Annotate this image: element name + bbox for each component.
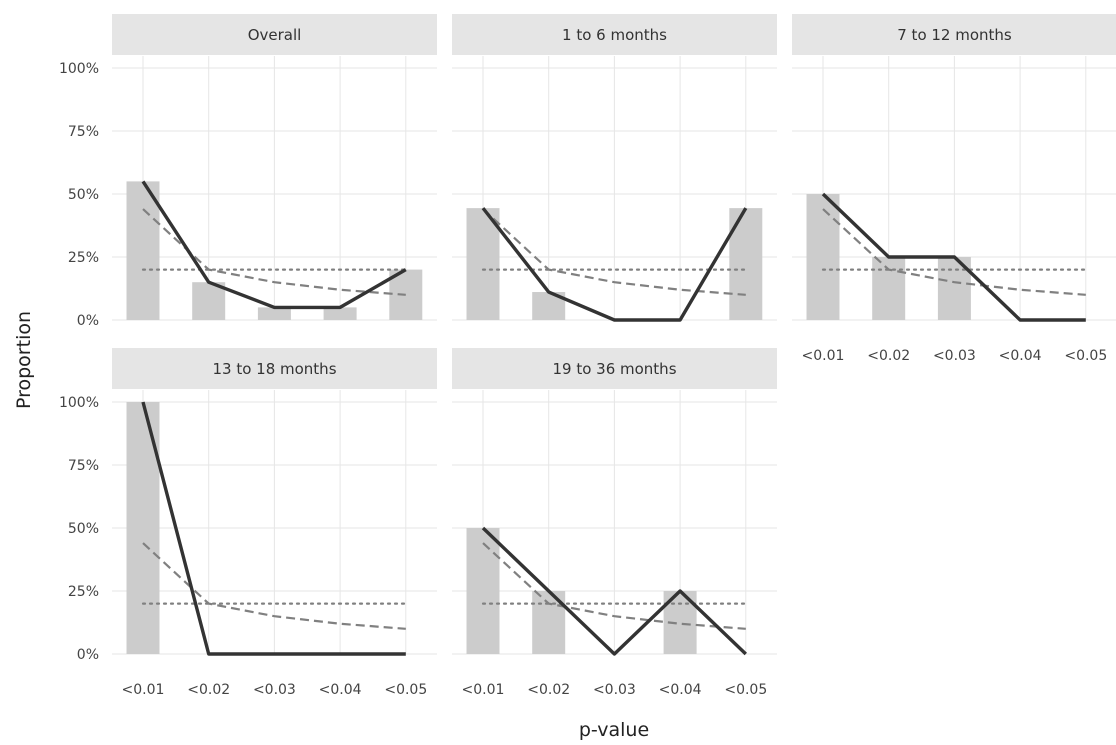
reference-dashed-line	[482, 542, 746, 630]
x-axis-title: p-value	[579, 719, 649, 741]
y-tick-label: 75%	[68, 124, 99, 140]
y-tick-label: 0%	[77, 647, 99, 663]
reference-dashed-line	[822, 208, 1086, 296]
x-tick-label: <0.01	[802, 348, 845, 364]
bar	[466, 208, 500, 320]
facet-title: 1 to 6 months	[562, 26, 667, 44]
bar	[466, 528, 500, 654]
x-tick-label: <0.03	[593, 682, 636, 698]
x-tick-label: <0.01	[122, 682, 165, 698]
facet-panel: 7 to 12 months <0.01 <0.02 <0.03 <0.04 <0.05	[792, 14, 1116, 364]
x-tick-label: <0.02	[527, 682, 570, 698]
x-tick-label: <0.05	[1064, 348, 1107, 364]
observed-line	[141, 180, 407, 310]
reference-dashed-line	[142, 542, 406, 630]
facet-strip	[452, 14, 777, 55]
y-tick-label: 25%	[68, 250, 99, 266]
facet-strip	[112, 348, 437, 389]
y-tick-label: 100%	[59, 395, 99, 411]
x-tick-label: <0.03	[253, 682, 296, 698]
bar	[257, 307, 291, 320]
y-tick-label: 50%	[68, 187, 99, 203]
y-tick-label: 50%	[68, 521, 99, 537]
y-tick-label: 75%	[68, 458, 99, 474]
x-tick-label: <0.04	[659, 682, 702, 698]
x-tick-label: <0.03	[933, 348, 976, 364]
y-tick-label: 25%	[68, 584, 99, 600]
x-tick-label: <0.04	[999, 348, 1042, 364]
y-tick-label: 0%	[77, 313, 99, 329]
observed-line	[141, 401, 406, 656]
y-axis-title: Proportion	[13, 311, 35, 409]
x-tick-label: <0.04	[319, 682, 362, 698]
bar	[872, 257, 906, 320]
facet-strip	[792, 14, 1116, 55]
facet-panel: 19 to 36 months <0.01 <0.02 <0.03 <0.04 <0.05	[452, 348, 777, 698]
facet-panel: 1 to 6 months	[452, 14, 777, 322]
y-tick-label: 100%	[59, 61, 99, 77]
observed-line	[481, 526, 747, 656]
chart-panels: Overall 0% 25% 50% 75% 100% 1 to 6 months 7 to …	[59, 14, 1116, 698]
x-tick-label: <0.01	[462, 682, 505, 698]
facet-title: 19 to 36 months	[552, 360, 676, 378]
x-tick-label: <0.05	[384, 682, 427, 698]
x-tick-label: <0.02	[187, 682, 230, 698]
facet-title: 7 to 12 months	[897, 26, 1012, 44]
facet-strip	[452, 348, 777, 389]
bar	[323, 307, 357, 320]
bar	[192, 282, 226, 320]
observed-line	[821, 192, 1086, 322]
bar	[806, 194, 840, 320]
facet-title: Overall	[248, 26, 302, 44]
x-tick-label: <0.05	[724, 682, 767, 698]
reference-dashed-line	[482, 208, 746, 296]
facet-strip	[112, 14, 437, 55]
bar	[126, 181, 160, 320]
observed-line	[481, 207, 748, 322]
x-tick-label: <0.02	[867, 348, 910, 364]
facet-panel: Overall 0% 25% 50% 75% 100%	[59, 14, 437, 329]
facet-panel: 13 to 18 months 0% 25% 50% 75% 100% <0.01 <0.02…	[59, 348, 437, 698]
facet-title: 13 to 18 months	[212, 360, 336, 378]
